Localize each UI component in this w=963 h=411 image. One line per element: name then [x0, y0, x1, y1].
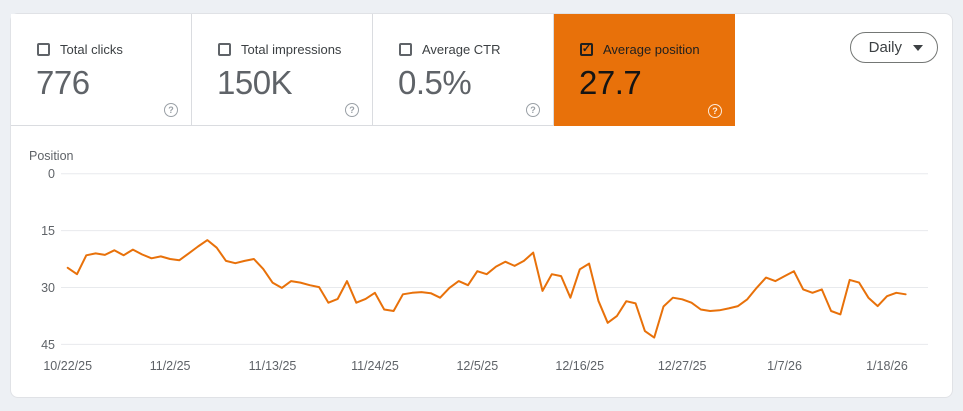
metric-label: Average CTR [422, 42, 501, 57]
y-tick-label: 0 [48, 167, 55, 181]
y-axis-title: Position [29, 149, 74, 163]
metric-label: Total clicks [60, 42, 123, 57]
x-tick-label: 1/18/26 [866, 359, 908, 373]
x-tick-label: 12/27/25 [658, 359, 707, 373]
metric-value: 27.7 [579, 64, 642, 101]
metric-tile-total-impressions[interactable]: Total impressions 150K ? [192, 14, 373, 126]
metric-label: Average position [603, 42, 700, 57]
checkbox-unchecked-icon[interactable] [218, 43, 231, 56]
x-tick-label: 11/2/25 [150, 359, 191, 373]
y-tick-label: 15 [41, 224, 55, 238]
metric-value: 0.5% [398, 64, 472, 101]
x-tick-label: 10/22/25 [43, 359, 92, 373]
granularity-label: Daily [868, 39, 902, 56]
help-icon[interactable]: ? [345, 103, 359, 117]
metric-value: 150K [217, 64, 293, 101]
granularity-dropdown[interactable]: Daily [849, 32, 938, 63]
metric-tile-average-ctr[interactable]: Average CTR 0.5% ? [373, 14, 554, 126]
checkbox-unchecked-icon[interactable] [399, 43, 412, 56]
metric-tiles-row: Total clicks 776 ? Total impressions 150… [11, 14, 952, 126]
metric-tile-total-clicks[interactable]: Total clicks 776 ? [11, 14, 192, 126]
y-tick-label: 30 [41, 281, 55, 295]
help-icon[interactable]: ? [526, 103, 540, 117]
x-tick-label: 12/5/25 [456, 359, 498, 373]
x-tick-label: 1/7/26 [767, 359, 802, 373]
metric-tile-average-position[interactable]: ✓ Average position 27.7 ? [554, 14, 735, 126]
position-series-line [66, 239, 907, 339]
chevron-down-icon [913, 45, 923, 51]
checkbox-checked-icon[interactable]: ✓ [580, 43, 593, 56]
metric-label: Total impressions [241, 42, 342, 57]
help-icon[interactable]: ? [708, 104, 722, 118]
metric-value: 776 [36, 64, 90, 101]
x-tick-label: 11/24/25 [351, 359, 399, 373]
help-icon[interactable]: ? [164, 103, 178, 117]
performance-card: Total clicks 776 ? Total impressions 150… [10, 13, 953, 398]
x-tick-label: 12/16/25 [555, 359, 604, 373]
x-tick-label: 11/13/25 [249, 359, 297, 373]
y-tick-label: 45 [41, 338, 55, 352]
checkbox-unchecked-icon[interactable] [37, 43, 50, 56]
